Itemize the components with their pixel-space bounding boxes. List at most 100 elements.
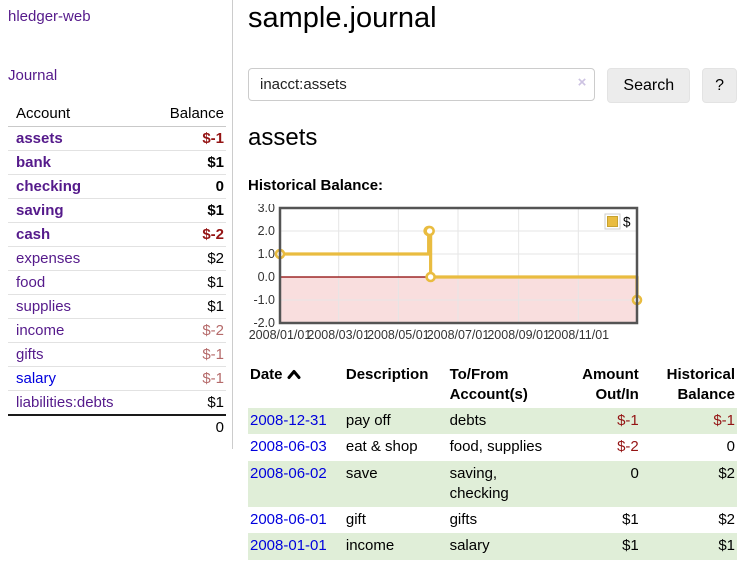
register-row: 2008-06-01 gift gifts $1 $2 [248,507,737,533]
search-button[interactable]: Search [607,68,691,103]
transaction-amount: 0 [630,464,639,482]
account-row: salary $-1 [8,366,226,391]
account-balance: $-1 [202,130,224,147]
account-row: saving $1 [8,198,226,223]
svg-text:-2.0: -2.0 [253,316,275,330]
transaction-balance: 0 [726,438,735,456]
chart-canvas: 3.0 2.0 1.0 0.0 -1.0 -2.02008/01/012008/03/01… [249,201,643,342]
transaction-amount: $-2 [617,438,639,456]
search-box: × [248,68,596,103]
amount-column-header: Amount Out/In [582,366,639,403]
transaction-amount: $-1 [617,412,639,429]
transaction-amount: $1 [622,537,639,555]
account-row: expenses $2 [8,246,226,271]
svg-text:-1.0: -1.0 [253,293,275,307]
transaction-accounts: saving, checking [449,464,509,502]
transaction-description: pay off [345,412,391,429]
page-title: sample.journal [248,2,437,34]
svg-text:2008/05/01: 2008/05/01 [367,328,430,342]
account-link[interactable]: food [16,274,46,291]
transaction-description: eat & shop [345,438,418,456]
transaction-accounts: debts [449,412,487,429]
account-balance: $2 [143,246,226,271]
chart-title: Historical Balance: [248,177,384,194]
transaction-accounts: gifts [449,511,478,528]
transaction-date-link[interactable]: 2008-12-31 [250,412,327,429]
sidebar: hledger-web Journal Account Balance asse… [0,0,233,449]
total-balance: 0 [143,414,226,439]
transaction-accounts: food, supplies [449,438,543,456]
register-row: 2008-01-01 income salary $1 $1 [248,533,737,560]
account-row: food $1 [8,270,226,295]
search-form: × Search ? [248,68,737,103]
sidebar-item-journal[interactable]: Journal [8,67,58,84]
transaction-description: gift [345,511,366,528]
account-balance: $-1 [143,366,226,391]
transaction-description: income [345,537,395,555]
balance-column-header-register: Historical Balance [666,366,735,403]
transaction-date-link[interactable]: 2008-06-02 [250,464,327,482]
date-column-header[interactable]: Date [248,363,344,408]
transaction-balance: $1 [718,537,735,555]
transaction-date-link[interactable]: 2008-06-03 [250,438,327,456]
svg-text:2.0: 2.0 [258,224,275,238]
account-column-header: Account [8,102,144,127]
register-table: Date Description To/From Account(s) Amou… [248,363,737,560]
account-link[interactable]: bank [16,154,52,171]
svg-text:3.0: 3.0 [258,204,275,215]
app-title-link[interactable]: hledger-web [8,8,91,25]
help-button[interactable]: ? [702,68,737,103]
account-row: income $-2 [8,318,226,343]
svg-text:2008/07/01: 2008/07/01 [427,328,490,342]
transaction-balance: $2 [718,511,735,528]
transaction-description: save [345,464,378,482]
transaction-date-link[interactable]: 2008-01-01 [250,537,327,555]
transaction-date-link[interactable]: 2008-06-01 [250,511,327,528]
transaction-accounts: salary [449,537,490,555]
account-link[interactable]: cash [16,226,51,243]
account-link[interactable]: assets [16,130,63,147]
account-row: checking 0 [8,174,226,199]
main-content: sample.journal × Search ? assets Histori… [233,0,742,560]
account-balance: $1 [143,150,226,175]
total-row: 0 [8,414,226,439]
svg-text:1.0: 1.0 [258,247,275,261]
register-header-row: Date Description To/From Account(s) Amou… [248,363,737,408]
account-link[interactable]: income [16,322,65,339]
account-balance: $-1 [143,342,226,367]
svg-text:2008/09/01: 2008/09/01 [487,328,550,342]
register-row: 2008-12-31 pay off debts $-1 $-1 [248,408,737,435]
account-balance: $1 [143,294,226,319]
historical-balance-chart: 3.0 2.0 1.0 0.0 -1.0 -2.0 2008/01/01 2008/03/01… [248,201,737,351]
account-link[interactable]: supplies [16,298,72,315]
account-link[interactable]: checking [16,178,82,195]
svg-text:$: $ [623,215,631,230]
account-balance: 0 [143,174,226,199]
search-input[interactable] [248,68,596,101]
account-balance-table: Account Balance assets $-1 bank $1 checking 0… [8,102,226,439]
transaction-amount: $1 [622,511,639,528]
account-balance: $1 [143,390,226,415]
account-balance: $1 [143,198,226,223]
svg-text:2008/01/01: 2008/01/01 [249,328,312,342]
account-link[interactable]: liabilities:debts [16,394,114,411]
accounts-column-header: To/From Account(s) [449,366,528,403]
account-row: cash $-2 [8,222,226,247]
account-balance: $-2 [143,318,226,343]
balance-column-header: Balance [143,102,226,127]
account-link[interactable]: salary [16,370,57,387]
account-row: bank $1 [8,150,226,175]
account-row: gifts $-1 [8,342,226,367]
register-row: 2008-06-03 eat & shop food, supplies $-2 0 [248,434,737,460]
clear-search-icon[interactable]: × [577,74,587,91]
account-heading: assets [248,124,318,151]
account-link[interactable]: saving [16,202,64,219]
account-balance: $1 [143,270,226,295]
account-balance: $-2 [143,222,226,247]
account-link[interactable]: gifts [16,346,44,363]
account-row: assets $-1 [8,127,226,151]
transaction-balance: $2 [718,464,735,482]
svg-text:2008/11/01: 2008/11/01 [547,328,609,342]
total-spacer [8,414,144,439]
account-link[interactable]: expenses [16,250,81,267]
